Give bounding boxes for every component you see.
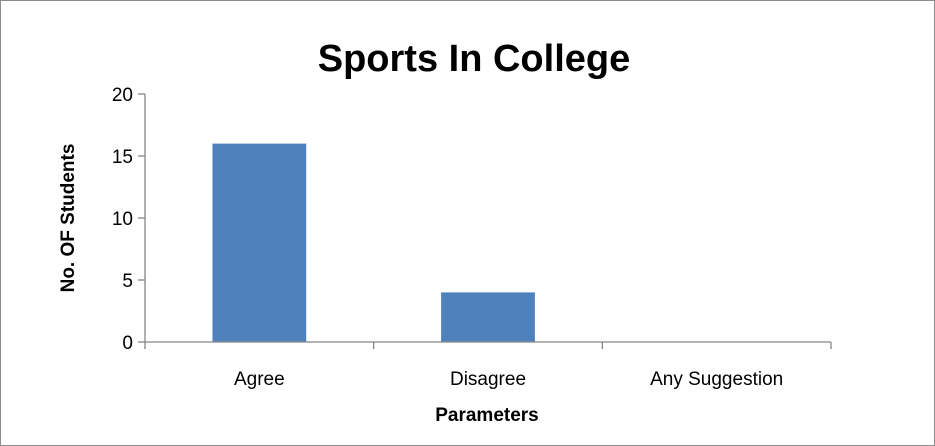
bar-agree — [212, 144, 306, 342]
y-tick-label-5: 5 — [122, 271, 133, 292]
x-axis-label: Parameters — [435, 405, 539, 426]
chart-title: Sports In College — [318, 38, 630, 80]
bars-group — [212, 144, 534, 342]
y-tick-label-20: 20 — [112, 85, 133, 106]
bar-disagree — [441, 292, 535, 342]
y-axis-label: No. OF Students — [58, 144, 79, 293]
x-tick-label-any-suggestion: Any Suggestion — [650, 369, 783, 390]
y-tick-label-10: 10 — [112, 209, 133, 230]
y-tick-label-15: 15 — [112, 147, 133, 168]
x-tick-label-disagree: Disagree — [450, 369, 526, 390]
x-tick-label-agree: Agree — [234, 369, 285, 390]
y-tick-label-0: 0 — [122, 333, 133, 354]
